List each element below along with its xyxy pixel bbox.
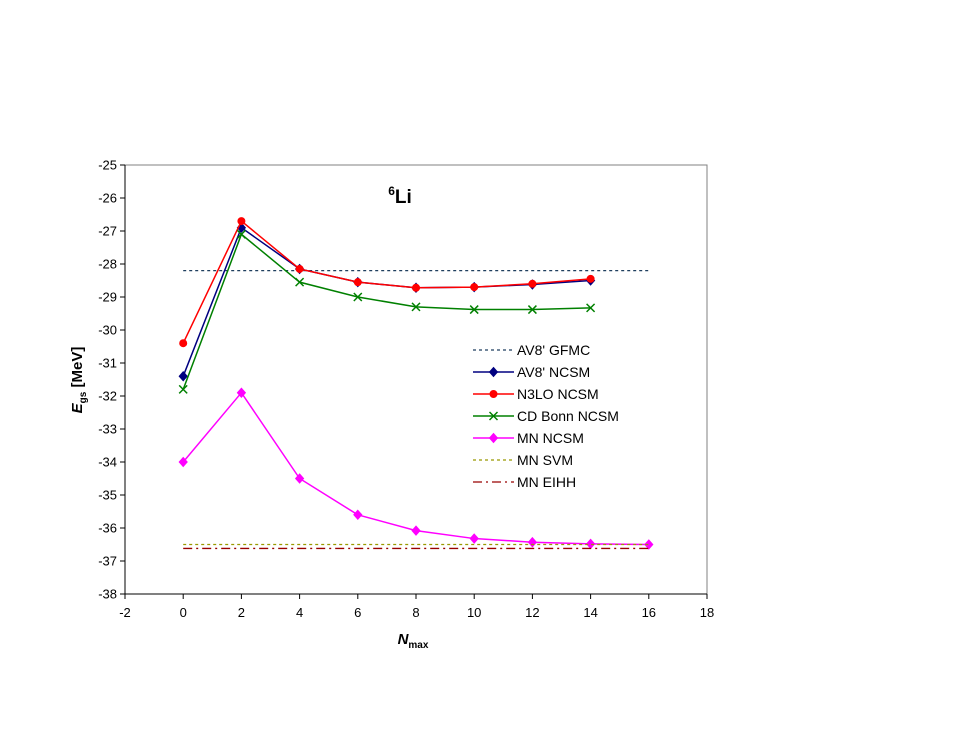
x-tick-label: 16 — [642, 605, 656, 620]
data-point-n3lo-ncsm — [586, 274, 595, 283]
legend-label-av8-gfmc: AV8' GFMC — [517, 342, 590, 358]
data-point-cd-bonn-ncsm — [353, 292, 363, 302]
x-tick-label: 2 — [238, 605, 245, 620]
legend-item-mn-svm: MN SVM — [473, 452, 573, 468]
legend-marker-av8-ncsm — [488, 366, 499, 378]
legend-item-mn-eihh: MN EIHH — [473, 474, 576, 490]
data-point-cd-bonn-ncsm — [411, 302, 421, 312]
data-point-mn-ncsm — [411, 525, 421, 536]
x-marker-stroke — [178, 384, 188, 394]
x-tick-label: 12 — [525, 605, 539, 620]
chart-title: 6Li — [388, 184, 412, 208]
y-tick-label: -25 — [98, 158, 117, 173]
y-tick-label: -28 — [98, 257, 117, 272]
y-tick-label: -30 — [98, 323, 117, 338]
data-point-n3lo-ncsm — [237, 217, 246, 226]
legend-marker-mn-ncsm — [488, 432, 499, 444]
y-tick-label: -33 — [98, 422, 117, 437]
data-point-cd-bonn-ncsm — [178, 384, 188, 394]
y-tick-label: -34 — [98, 455, 117, 470]
legend-item-av8-gfmc: AV8' GFMC — [473, 342, 590, 358]
data-point-mn-ncsm — [527, 536, 538, 548]
x-marker-stroke — [353, 292, 363, 302]
series-line-cd-bonn-ncsm — [182, 233, 591, 390]
data-point-av8-ncsm — [178, 370, 188, 382]
y-tick-label: -35 — [98, 488, 117, 503]
series-line-n3lo-ncsm — [182, 219, 591, 344]
data-point-mn-ncsm — [353, 509, 363, 521]
x-tick-label: 6 — [354, 605, 361, 620]
y-tick-label: -38 — [98, 587, 117, 602]
data-point-n3lo-ncsm — [179, 339, 188, 348]
data-point-cd-bonn-ncsm — [586, 303, 596, 313]
x-tick-label: 4 — [296, 605, 303, 620]
x-marker-stroke — [411, 302, 421, 312]
x-tick-label: 0 — [180, 605, 187, 620]
legend-label-mn-eihh: MN EIHH — [517, 474, 576, 490]
data-point-mn-ncsm — [585, 538, 596, 550]
y-tick-label: -36 — [98, 521, 117, 536]
x-tick-label: 10 — [467, 605, 481, 620]
legend-label-mn-ncsm: MN NCSM — [517, 430, 584, 446]
data-point-n3lo-ncsm — [412, 283, 420, 292]
data-point-mn-ncsm — [469, 533, 479, 544]
data-point-n3lo-ncsm — [353, 278, 362, 287]
legend-item-cd-bonn-ncsm: CD Bonn NCSM — [473, 408, 619, 424]
data-point-cd-bonn-ncsm — [527, 305, 537, 315]
y-tick-label: -26 — [98, 191, 117, 206]
legend-item-n3lo-ncsm: N3LO NCSM — [473, 386, 599, 402]
series-n3lo-ncsm — [179, 217, 595, 348]
legend-marker-cd-bonn-ncsm — [488, 411, 499, 421]
data-point-cd-bonn-ncsm — [295, 277, 305, 287]
x-axis-title: Nmax — [398, 631, 429, 651]
legend-item-av8-ncsm: AV8' NCSM — [473, 364, 590, 380]
y-tick-label: -29 — [98, 290, 117, 305]
data-point-n3lo-ncsm — [470, 283, 479, 292]
data-point-mn-ncsm — [644, 539, 654, 550]
x-marker-stroke — [295, 277, 305, 287]
x-tick-label: 14 — [583, 605, 597, 620]
y-tick-label: -27 — [98, 224, 117, 239]
x-marker-stroke — [586, 303, 596, 313]
x-tick-label: 8 — [412, 605, 419, 620]
data-point-mn-ncsm — [294, 473, 305, 484]
series-cd-bonn-ncsm — [178, 229, 596, 394]
x-marker-stroke — [527, 305, 537, 315]
legend-label-cd-bonn-ncsm: CD Bonn NCSM — [517, 408, 619, 424]
series-mn-ncsm — [178, 387, 654, 550]
x-marker-stroke — [469, 305, 479, 315]
legend-marker-n3lo-ncsm — [489, 390, 498, 398]
data-point-cd-bonn-ncsm — [236, 229, 246, 239]
data-point-n3lo-ncsm — [295, 264, 304, 273]
legend-label-n3lo-ncsm: N3LO NCSM — [517, 386, 599, 402]
data-point-n3lo-ncsm — [528, 279, 537, 288]
legend-label-av8-ncsm: AV8' NCSM — [517, 364, 590, 380]
y-axis-title: Egs [MeV] — [69, 347, 89, 414]
y-tick-label: -32 — [98, 389, 117, 404]
x-marker-stroke — [236, 229, 246, 239]
y-tick-label: -31 — [98, 356, 117, 371]
data-point-cd-bonn-ncsm — [469, 305, 479, 315]
y-tick-label: -37 — [98, 554, 117, 569]
x-marker-stroke — [488, 411, 499, 421]
data-point-mn-ncsm — [236, 387, 247, 398]
legend-item-mn-ncsm: MN NCSM — [473, 430, 584, 446]
x-tick-label: 18 — [700, 605, 714, 620]
legend-label-mn-svm: MN SVM — [517, 452, 573, 468]
x-tick-label: -2 — [119, 605, 131, 620]
data-point-mn-ncsm — [178, 456, 188, 468]
